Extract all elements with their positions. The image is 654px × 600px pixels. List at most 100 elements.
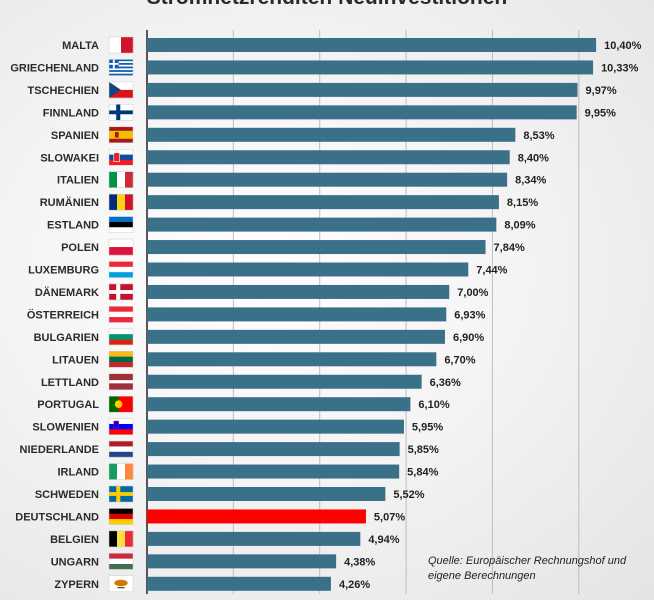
category-label: ÖSTERREICH — [27, 308, 99, 321]
data-label: 7,44% — [476, 265, 507, 277]
data-label: 9,97% — [586, 85, 617, 97]
bar — [147, 60, 594, 75]
data-label: 4,94% — [368, 534, 399, 546]
data-label: 7,84% — [494, 242, 525, 254]
data-label: 6,93% — [454, 309, 485, 321]
finland-flag-icon — [108, 104, 134, 121]
bar — [147, 531, 361, 546]
latvia-flag-icon — [108, 373, 134, 390]
ireland-flag-icon — [108, 463, 134, 480]
data-label: 5,84% — [407, 467, 438, 479]
greece-flag-icon — [108, 59, 134, 76]
bar — [147, 284, 450, 299]
bar — [147, 262, 469, 277]
portugal-flag-icon — [108, 395, 134, 413]
bar — [147, 576, 331, 591]
bar — [147, 217, 497, 232]
category-label: RUMÄNIEN — [40, 196, 99, 209]
czechia-flag-icon — [108, 81, 134, 99]
hungary-flag-icon — [108, 553, 134, 570]
bar — [147, 397, 411, 412]
data-label: 5,52% — [393, 489, 424, 501]
cyprus-flag-icon — [108, 575, 134, 593]
category-label: PORTUGAL — [37, 399, 99, 411]
category-label: POLEN — [61, 242, 99, 254]
category-label: UNGARN — [51, 556, 99, 568]
category-label: NIEDERLANDE — [20, 444, 99, 456]
bar — [147, 352, 437, 367]
luxembourg-flag-icon — [108, 261, 134, 278]
chart-title: Stromnetzrenditen Neuinvestitionen — [0, 0, 654, 10]
bar — [147, 240, 486, 255]
belgium-flag-icon — [108, 530, 134, 548]
data-label: 6,10% — [418, 399, 449, 411]
category-label: FINNLAND — [43, 107, 99, 119]
data-label: 4,38% — [344, 556, 375, 568]
bar — [147, 127, 516, 142]
category-label: MALTA — [62, 40, 99, 52]
poland-flag-icon — [108, 238, 134, 256]
category-label: TSCHECHIEN — [27, 85, 99, 97]
category-label: ESTLAND — [47, 220, 99, 232]
data-label: 5,95% — [412, 422, 443, 434]
bar — [147, 38, 597, 52]
estonia-flag-icon — [108, 216, 134, 233]
bulgaria-flag-icon — [108, 328, 134, 346]
bar — [147, 374, 422, 389]
source-note: Quelle: Europäischer Rechnungshof und ei… — [428, 555, 627, 582]
category-label: BELGIEN — [50, 534, 99, 546]
bar — [147, 329, 445, 344]
bar — [147, 172, 508, 187]
bar — [147, 307, 447, 322]
data-label: 8,09% — [504, 220, 535, 232]
denmark-flag-icon — [108, 283, 134, 301]
category-label: DEUTSCHLAND — [15, 511, 99, 523]
category-label: SLOWAKEI — [40, 152, 99, 164]
bar — [147, 509, 366, 524]
data-label: 8,15% — [507, 197, 538, 209]
bar — [147, 105, 577, 120]
data-label: 7,00% — [457, 287, 488, 299]
netherlands-flag-icon — [108, 440, 134, 458]
bar — [147, 150, 510, 165]
data-label: 6,90% — [453, 332, 484, 344]
romania-flag-icon — [108, 193, 134, 211]
category-label: SLOWENIEN — [32, 422, 99, 434]
bar — [147, 82, 578, 97]
category-label: ITALIEN — [57, 175, 99, 187]
lithuania-flag-icon — [108, 351, 134, 368]
data-label: 10,40% — [604, 40, 642, 52]
data-label: 9,95% — [585, 107, 616, 119]
austria-flag-icon — [108, 306, 134, 323]
bar — [147, 487, 386, 501]
data-label: 5,85% — [408, 444, 439, 456]
category-label: ZYPERN — [54, 579, 99, 591]
data-label: 10,33% — [601, 62, 639, 74]
data-label: 4,26% — [339, 579, 370, 591]
category-label: LETTLAND — [41, 377, 99, 389]
category-label: LITAUEN — [52, 354, 99, 366]
italy-flag-icon — [108, 171, 134, 188]
bar — [147, 464, 400, 479]
data-label: 5,07% — [374, 511, 405, 523]
bar — [147, 442, 400, 457]
bar — [147, 554, 337, 569]
data-label: 8,53% — [523, 130, 554, 142]
category-label: DÄNEMARK — [35, 286, 99, 299]
data-label: 6,36% — [430, 377, 461, 389]
spain-flag-icon — [108, 126, 134, 144]
category-label: IRLAND — [57, 467, 99, 479]
germany-flag-icon — [108, 508, 134, 525]
category-label: BULGARIEN — [34, 332, 99, 344]
data-label: 6,70% — [444, 354, 475, 366]
category-label: SPANIEN — [51, 130, 99, 142]
bar — [147, 195, 499, 210]
malta-flag-icon — [108, 36, 134, 54]
data-label: 8,34% — [515, 175, 546, 187]
data-label: 8,40% — [518, 152, 549, 164]
category-label: GRIECHENLAND — [10, 62, 99, 74]
category-label: SCHWEDEN — [35, 489, 99, 501]
bar — [147, 419, 404, 434]
sweden-flag-icon — [108, 485, 134, 503]
